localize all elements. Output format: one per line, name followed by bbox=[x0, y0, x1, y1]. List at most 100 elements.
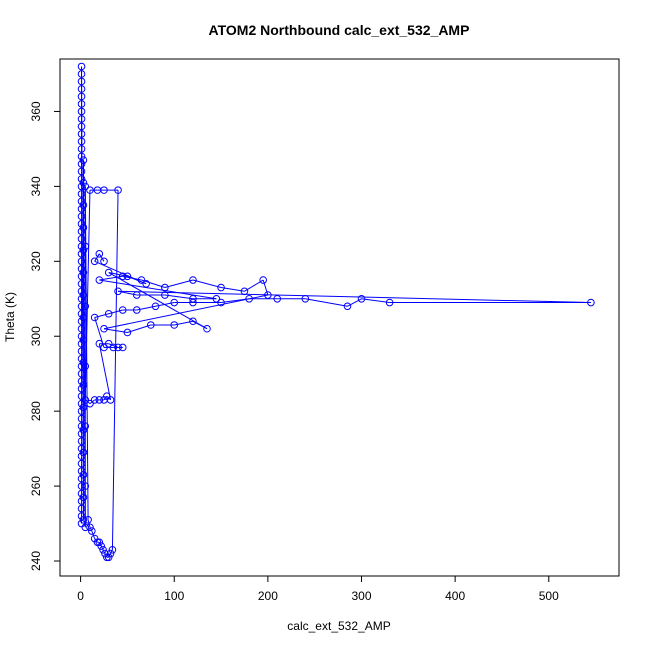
data-point bbox=[99, 545, 107, 554]
data-point bbox=[77, 205, 86, 213]
plot-frame bbox=[59, 58, 620, 577]
series-line-segment bbox=[103, 328, 128, 333]
data-point bbox=[114, 186, 122, 194]
data-point bbox=[170, 321, 179, 329]
series-line-segment bbox=[87, 519, 91, 528]
data-point bbox=[123, 272, 132, 281]
data-point bbox=[95, 250, 104, 258]
data-point bbox=[79, 358, 88, 367]
data-point bbox=[77, 257, 86, 266]
data-point bbox=[77, 422, 86, 430]
data-point bbox=[77, 145, 86, 153]
data-point bbox=[77, 377, 86, 385]
data-point bbox=[217, 298, 225, 307]
data-point bbox=[100, 324, 108, 333]
data-point bbox=[77, 354, 86, 363]
data-point bbox=[189, 294, 197, 303]
data-point bbox=[79, 201, 88, 209]
y-axis: 240 260 280 300 320 340 360 bbox=[29, 101, 61, 571]
data-point bbox=[77, 227, 86, 236]
data-point bbox=[79, 471, 88, 479]
data-point bbox=[79, 156, 88, 164]
data-point bbox=[114, 343, 122, 352]
data-point bbox=[77, 407, 86, 415]
series-layer bbox=[77, 62, 595, 562]
data-point bbox=[77, 85, 86, 93]
data-point bbox=[81, 422, 90, 430]
data-point bbox=[77, 414, 86, 423]
data-point bbox=[77, 107, 86, 116]
data-point bbox=[189, 298, 197, 307]
data-point bbox=[189, 317, 197, 326]
series-line-segment bbox=[103, 395, 108, 401]
data-point bbox=[137, 276, 146, 284]
series-line-segment bbox=[94, 260, 147, 285]
x-axis-label: calc_ext_532_AMP bbox=[287, 619, 390, 633]
series-line-segment bbox=[220, 287, 245, 292]
x-tick-label: 0 bbox=[77, 589, 84, 603]
data-point bbox=[77, 70, 86, 78]
data-point bbox=[77, 317, 86, 326]
series-line-segment bbox=[361, 298, 390, 304]
x-tick-label: 100 bbox=[164, 589, 184, 603]
data-point bbox=[161, 283, 169, 292]
data-point bbox=[77, 197, 86, 206]
data-point bbox=[88, 527, 96, 535]
data-point bbox=[77, 384, 86, 393]
series-line-segment bbox=[164, 279, 194, 289]
data-point bbox=[79, 381, 88, 389]
data-point bbox=[104, 339, 113, 348]
data-point bbox=[170, 298, 179, 307]
data-point bbox=[118, 306, 127, 314]
data-point bbox=[77, 279, 86, 288]
data-point bbox=[79, 246, 88, 254]
data-point bbox=[77, 294, 86, 303]
data-point bbox=[77, 122, 86, 131]
data-point bbox=[79, 336, 88, 344]
series-line-segment bbox=[111, 190, 119, 550]
data-point bbox=[95, 339, 104, 348]
data-point bbox=[142, 279, 150, 288]
series-line-segment bbox=[91, 530, 96, 539]
data-point bbox=[81, 182, 90, 191]
data-point bbox=[77, 512, 86, 520]
series-line-segment bbox=[127, 324, 151, 333]
data-point bbox=[100, 257, 108, 266]
series-line-segment bbox=[99, 279, 217, 300]
data-point bbox=[77, 459, 86, 468]
data-point bbox=[118, 272, 127, 281]
data-point bbox=[301, 294, 310, 303]
series-line-segment bbox=[94, 313, 109, 318]
series-line-segment bbox=[103, 294, 268, 330]
data-point bbox=[77, 504, 86, 513]
data-point bbox=[77, 302, 86, 311]
data-point bbox=[77, 160, 86, 168]
data-point bbox=[79, 448, 88, 457]
data-point bbox=[90, 396, 99, 404]
data-point bbox=[77, 482, 86, 490]
series-line-segment bbox=[108, 272, 208, 330]
data-point bbox=[79, 268, 88, 277]
data-point bbox=[77, 92, 86, 101]
data-point bbox=[132, 291, 141, 299]
y-tick-label: 260 bbox=[29, 476, 43, 496]
data-point bbox=[86, 523, 94, 532]
data-point bbox=[95, 276, 104, 284]
data-point bbox=[77, 272, 86, 281]
data-point bbox=[245, 294, 253, 303]
y-tick-label: 340 bbox=[29, 176, 43, 196]
data-point bbox=[343, 302, 352, 311]
series-line-segment bbox=[94, 253, 100, 262]
data-point bbox=[77, 429, 86, 438]
x-tick-label: 500 bbox=[539, 589, 559, 603]
data-point bbox=[77, 332, 86, 341]
data-point bbox=[77, 362, 86, 371]
series-line-segment bbox=[141, 279, 166, 289]
y-axis-label: Theta (K) bbox=[3, 292, 17, 342]
data-point bbox=[95, 538, 104, 547]
data-point bbox=[77, 339, 86, 348]
data-point bbox=[81, 482, 90, 490]
data-point bbox=[147, 321, 155, 329]
data-point bbox=[77, 175, 86, 183]
y-tick-label: 320 bbox=[29, 251, 43, 271]
